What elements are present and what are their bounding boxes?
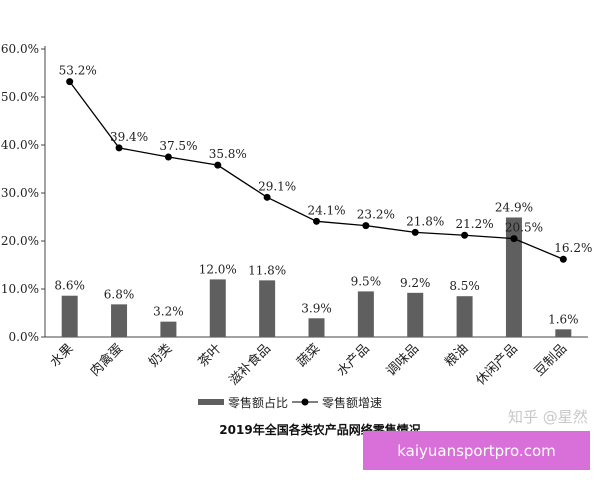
line-point	[510, 235, 518, 243]
line-label: 35.8%	[209, 147, 247, 161]
x-tick-label: 调味品	[384, 341, 422, 379]
line-label: 29.1%	[258, 179, 296, 193]
bar	[407, 292, 424, 337]
bar	[456, 296, 473, 337]
y-tick-label: 10.0%	[1, 282, 39, 296]
line-label: 23.2%	[357, 208, 395, 222]
bar-label: 1.6%	[548, 312, 579, 326]
y-tick-label: 50.0%	[1, 90, 39, 104]
bar	[160, 321, 177, 337]
bar-label: 9.2%	[400, 276, 431, 290]
bar	[308, 318, 325, 337]
x-tick-label: 水产品	[334, 341, 372, 379]
line-point	[66, 78, 74, 86]
y-tick-label: 60.0%	[1, 42, 39, 56]
line-point	[362, 222, 370, 230]
bar	[555, 329, 572, 337]
line-point	[164, 153, 172, 161]
line-label: 16.2%	[554, 241, 592, 255]
x-tick-label: 蔬菜	[294, 341, 323, 370]
bar	[111, 304, 128, 337]
x-tick-label: 水果	[48, 341, 77, 370]
x-tick-label: 粮油	[442, 341, 471, 370]
bar-label: 9.5%	[351, 274, 382, 288]
x-tick-label: 休闲产品	[473, 341, 520, 388]
y-tick-label: 40.0%	[1, 138, 39, 152]
line-label: 53.2%	[59, 64, 97, 78]
bar	[505, 217, 522, 337]
legend-line-point	[301, 398, 309, 406]
bar-label: 8.5%	[449, 279, 480, 293]
line-label: 39.4%	[110, 130, 148, 144]
line-label: 21.8%	[406, 214, 444, 228]
bar	[61, 295, 78, 337]
bar-label: 3.9%	[301, 301, 332, 315]
bar-label: 3.2%	[153, 305, 184, 319]
x-tick-label: 肉禽蛋	[87, 341, 126, 380]
bar-label: 11.8%	[248, 263, 286, 277]
line-point	[559, 255, 567, 263]
x-tick-label: 豆制品	[532, 341, 570, 379]
zhihu-watermark: 知乎 @星然	[508, 408, 588, 426]
bar-label: 6.8%	[104, 287, 135, 301]
x-tick-label: 茶叶	[195, 341, 225, 371]
line-point	[461, 231, 469, 239]
bar	[357, 291, 374, 337]
legend-bar-label: 零售额占比	[228, 395, 288, 410]
bar	[209, 279, 226, 337]
line-point	[411, 228, 419, 236]
growth-line	[69, 81, 564, 260]
legend-bar-swatch	[198, 399, 224, 405]
line-label: 24.1%	[307, 203, 345, 217]
legend-line-label: 零售额增速	[322, 395, 382, 410]
line-label: 21.2%	[456, 217, 494, 231]
bar-label: 24.9%	[495, 200, 533, 214]
y-tick-label: 30.0%	[1, 186, 39, 200]
line-label: 20.5%	[505, 221, 543, 235]
x-tick-label: 奶类	[146, 341, 175, 370]
bar-label: 12.0%	[199, 262, 237, 276]
y-tick-label: 0.0%	[9, 330, 40, 344]
bar	[259, 280, 276, 337]
line-point	[313, 217, 320, 225]
line-point	[214, 161, 222, 169]
y-tick-label: 20.0%	[1, 234, 39, 248]
line-point	[263, 193, 271, 201]
line-label: 37.5%	[159, 139, 197, 153]
x-tick-label: 滋补食品	[226, 341, 274, 389]
line-point	[115, 144, 123, 152]
bar-label: 8.6%	[54, 279, 85, 293]
site-watermark[interactable]: kaiyuansportpro.com	[363, 431, 590, 470]
